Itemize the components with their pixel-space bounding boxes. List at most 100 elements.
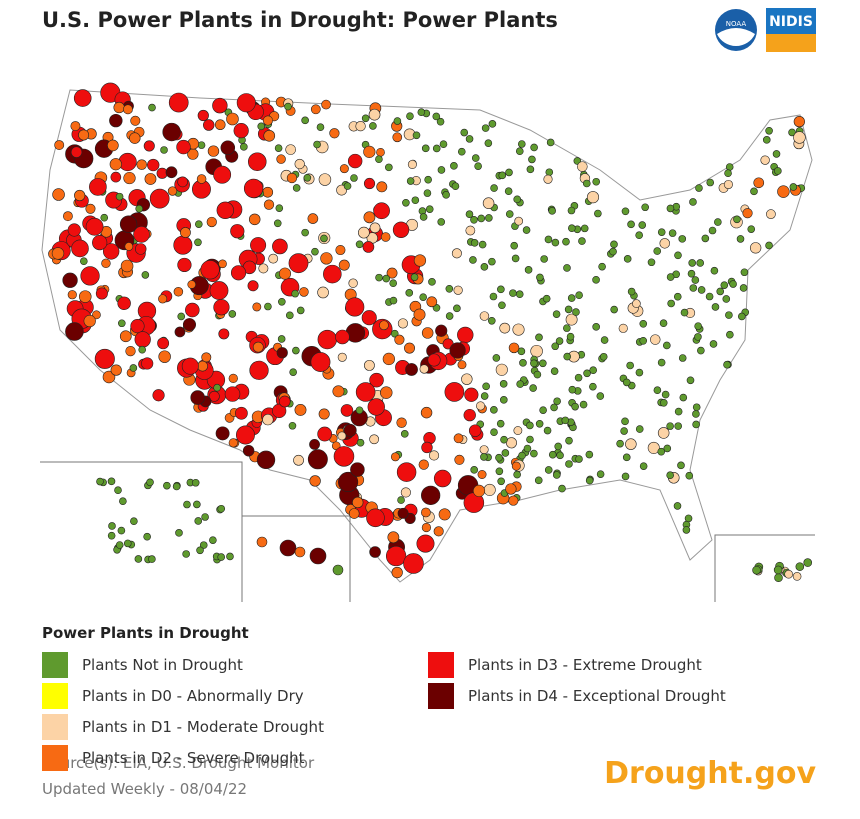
plant-dot — [107, 139, 119, 152]
plant-dot — [471, 154, 480, 162]
plant-dot — [206, 216, 217, 228]
plant-dot — [561, 416, 570, 425]
plant-dot — [236, 93, 256, 113]
plant-dot — [677, 461, 685, 470]
plant-dot — [373, 202, 390, 220]
plant-dot — [114, 486, 122, 495]
plant-dot — [130, 115, 141, 126]
plant-dot — [194, 517, 203, 525]
plant-dot — [301, 116, 309, 125]
plant-dot — [134, 243, 147, 255]
plant-dot — [609, 247, 617, 256]
plant-dot — [435, 324, 448, 337]
plant-dot — [421, 327, 434, 339]
plant-dot — [96, 477, 104, 486]
plant-dot — [405, 363, 418, 376]
plant-dot — [286, 311, 294, 320]
plant-dot — [356, 438, 365, 447]
plant-dot — [321, 99, 331, 110]
plant-dot — [489, 292, 498, 301]
plant-dot — [551, 238, 560, 247]
plant-dot — [784, 569, 793, 579]
plant-dot — [470, 216, 478, 224]
legend-item: Plants in D4 - Exceptional Drought — [428, 683, 726, 709]
plant-dot — [309, 547, 327, 565]
plant-dot — [666, 422, 674, 430]
plant-dot — [589, 366, 597, 375]
plant-dot — [421, 441, 433, 454]
plant-dot — [513, 195, 522, 204]
plant-dot — [396, 462, 417, 482]
plant-dot — [793, 131, 806, 144]
plant-dot — [500, 396, 508, 404]
plant-dot — [403, 553, 424, 574]
plant-dot — [451, 248, 462, 259]
plant-dot — [337, 352, 347, 362]
plant-dot — [350, 174, 358, 182]
plant-dot — [129, 364, 138, 372]
plant-dot — [749, 242, 762, 254]
plant-dot — [468, 424, 482, 437]
plant-dot — [144, 173, 157, 185]
plant-dot — [540, 255, 548, 263]
plant-dot — [329, 128, 340, 139]
plant-dot — [685, 471, 694, 480]
plant-dot — [694, 333, 702, 341]
plant-dot — [639, 337, 648, 345]
plant-dot — [694, 322, 702, 330]
plant-dot — [536, 273, 544, 282]
plant-dot — [765, 126, 773, 135]
plant-dot — [174, 326, 186, 338]
plant-dot — [488, 316, 496, 325]
plant-dot — [348, 278, 358, 288]
plant-dot — [425, 205, 434, 213]
plant-dot — [481, 124, 490, 132]
plant-dot — [577, 161, 588, 172]
plant-dot — [659, 238, 670, 249]
plant-dot — [575, 291, 583, 299]
plant-dot — [386, 267, 398, 279]
plant-dot — [565, 313, 578, 326]
plant-dot — [772, 150, 781, 158]
plant-dot — [505, 168, 513, 177]
plant-dot — [177, 257, 192, 273]
plant-dot — [296, 306, 305, 315]
plant-dot — [465, 135, 474, 143]
plant-dot — [479, 445, 489, 455]
plant-dot — [152, 389, 165, 402]
plant-dot — [488, 257, 496, 266]
plant-dot — [620, 427, 628, 435]
plant-dot — [317, 286, 329, 299]
plant-dot — [678, 354, 687, 362]
plant-dot — [482, 197, 495, 209]
plant-dot — [89, 178, 107, 196]
plant-dot — [278, 395, 291, 408]
legend-item: Plants in D3 - Extreme Drought — [428, 652, 702, 678]
plant-dot — [575, 455, 583, 463]
plant-dot — [565, 460, 573, 468]
plant-dot — [355, 382, 376, 402]
plant-dot — [625, 438, 637, 450]
plant-dot — [309, 475, 321, 487]
plant-dot — [92, 310, 101, 320]
plant-dot — [530, 143, 538, 152]
plant-dot — [288, 421, 297, 430]
plant-dot — [438, 508, 451, 521]
plant-dot — [214, 119, 226, 131]
legend-label: Plants Not in Drought — [82, 656, 243, 674]
plant-dot — [627, 220, 635, 229]
plant-dot — [115, 541, 124, 549]
plant-dot — [242, 445, 255, 457]
plant-dot — [294, 546, 306, 558]
plant-dot — [275, 204, 284, 212]
plant-dot — [291, 289, 299, 298]
plant-dot — [293, 454, 304, 466]
plant-dot — [657, 228, 666, 236]
legend-label: Plants in D1 - Moderate Drought — [82, 718, 324, 736]
plant-dot — [257, 122, 266, 131]
plant-dot — [113, 101, 125, 114]
plant-dot — [465, 210, 474, 219]
plant-dot — [445, 312, 454, 320]
plant-dot — [678, 235, 687, 243]
plant-dot — [278, 267, 292, 280]
